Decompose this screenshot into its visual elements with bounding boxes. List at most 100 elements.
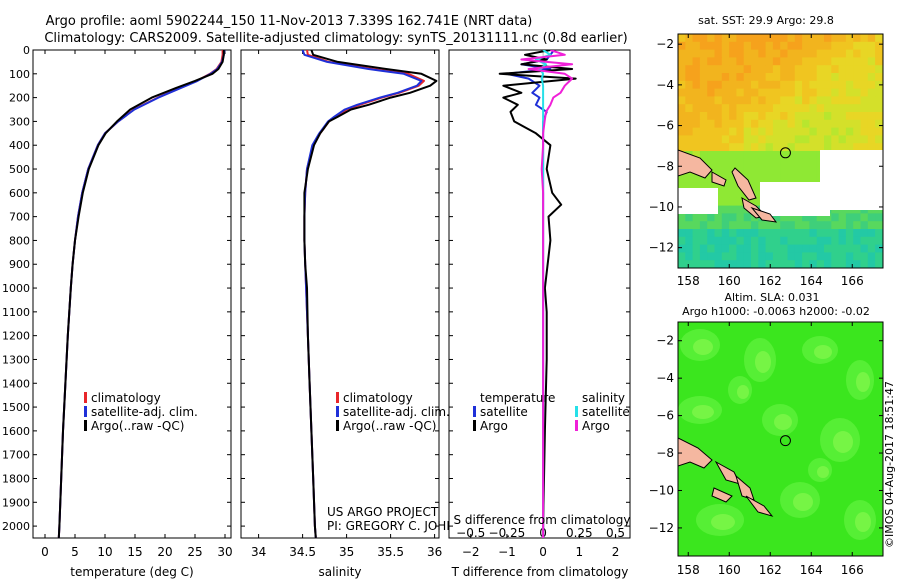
sst-cell bbox=[692, 104, 701, 113]
sst-cell bbox=[809, 65, 818, 74]
sst-cell bbox=[794, 143, 803, 152]
sst-cell bbox=[838, 221, 847, 230]
sst-cell bbox=[824, 80, 832, 90]
sst-cell bbox=[758, 135, 767, 144]
sst-cell bbox=[736, 260, 745, 268]
sst-cell bbox=[736, 104, 745, 113]
sst-cell bbox=[780, 104, 788, 113]
sst-cell bbox=[787, 112, 796, 121]
sst-cell bbox=[678, 143, 686, 152]
sst-cell bbox=[699, 57, 708, 66]
sst-cell bbox=[802, 127, 810, 136]
sst-cell bbox=[787, 260, 796, 268]
sst-cell bbox=[721, 260, 730, 268]
sst-cell bbox=[838, 41, 847, 51]
sst-cell bbox=[780, 135, 788, 144]
sst-cell bbox=[824, 49, 832, 58]
sst-cell bbox=[721, 166, 730, 175]
sst-cell bbox=[780, 252, 788, 261]
sst-cell bbox=[838, 119, 847, 129]
sst-cell bbox=[707, 252, 715, 261]
sst-cell bbox=[838, 143, 847, 152]
sst-cell bbox=[794, 73, 803, 82]
sst-cell bbox=[802, 73, 810, 82]
sst-cell bbox=[845, 80, 854, 90]
sst-cell bbox=[736, 197, 745, 207]
sst-cell bbox=[867, 252, 876, 261]
sst-cell bbox=[758, 143, 767, 152]
sst-cell bbox=[743, 151, 752, 160]
sst-cell bbox=[765, 88, 774, 97]
sst-cell bbox=[853, 229, 861, 238]
sst-cell bbox=[743, 213, 752, 222]
legend-swatch-argo bbox=[336, 420, 339, 431]
sst-cell bbox=[678, 104, 686, 113]
sst-cell bbox=[714, 73, 723, 82]
sst-cell bbox=[765, 49, 774, 58]
sst-cell bbox=[743, 236, 752, 246]
sst-cell bbox=[714, 182, 723, 191]
sst-cell bbox=[692, 143, 701, 152]
x-tick-label: 36 bbox=[427, 545, 442, 559]
sst-cell bbox=[743, 88, 752, 97]
sst-cell bbox=[860, 127, 869, 136]
sst-cell bbox=[714, 197, 723, 207]
lat-tick-label: −4 bbox=[656, 78, 674, 92]
sst-cell bbox=[838, 213, 847, 222]
sst-cell bbox=[787, 127, 796, 136]
sst-cell bbox=[736, 88, 745, 97]
sst-cell bbox=[838, 57, 847, 66]
sst-cell bbox=[875, 88, 883, 97]
sst-cell bbox=[699, 236, 708, 246]
sst-cell bbox=[721, 252, 730, 261]
sst-white-gap bbox=[820, 150, 883, 210]
salinity-profiles bbox=[301, 50, 438, 538]
sst-cell bbox=[736, 244, 745, 253]
sst-cell bbox=[875, 221, 883, 230]
sst-cell bbox=[853, 135, 861, 144]
depth-tick-label: 1900 bbox=[2, 496, 30, 509]
sst-cell bbox=[838, 73, 847, 82]
sst-cell bbox=[787, 135, 796, 144]
sst-cell bbox=[831, 104, 840, 113]
sst-cell bbox=[692, 73, 701, 82]
sst-cell bbox=[780, 88, 788, 97]
sst-cell bbox=[721, 112, 730, 121]
sst-cell bbox=[802, 80, 810, 90]
sst-cell bbox=[882, 158, 883, 168]
sst-cell bbox=[780, 229, 788, 238]
sst-cell bbox=[707, 158, 715, 168]
sst-cell bbox=[853, 236, 861, 246]
sst-cell bbox=[758, 104, 767, 113]
sst-cell bbox=[707, 119, 715, 129]
sst-cell bbox=[751, 88, 759, 97]
sst-cell bbox=[802, 135, 810, 144]
sst-cell bbox=[845, 88, 854, 97]
sst-cell bbox=[692, 96, 701, 105]
sst-cell bbox=[853, 244, 861, 253]
sst-cell bbox=[809, 104, 818, 113]
lon-tick-label: 164 bbox=[800, 274, 823, 288]
sst-cell bbox=[729, 127, 737, 136]
depth-tick-label: 1500 bbox=[2, 401, 30, 414]
sst-cell bbox=[875, 34, 883, 43]
sst-cell bbox=[860, 252, 869, 261]
sst-cell bbox=[729, 88, 737, 97]
sst-cell bbox=[860, 57, 869, 66]
sst-cell bbox=[875, 229, 883, 238]
legend-label-satellite: satellite-adj. clim. bbox=[343, 405, 450, 419]
sst-cell bbox=[780, 143, 788, 152]
sst-cell bbox=[867, 57, 876, 66]
sst-cell bbox=[765, 80, 774, 90]
sst-cell bbox=[809, 57, 818, 66]
sst-cell bbox=[845, 41, 854, 51]
sst-cell bbox=[699, 34, 708, 43]
legend-swatch-t-satellite bbox=[473, 406, 476, 417]
sst-cell bbox=[802, 143, 810, 152]
sst-cell bbox=[816, 244, 825, 253]
sst-cell bbox=[751, 119, 759, 129]
sst-cell bbox=[772, 65, 781, 74]
sst-cell bbox=[751, 104, 759, 113]
sst-cell bbox=[765, 65, 774, 74]
sst-cell bbox=[729, 244, 737, 253]
